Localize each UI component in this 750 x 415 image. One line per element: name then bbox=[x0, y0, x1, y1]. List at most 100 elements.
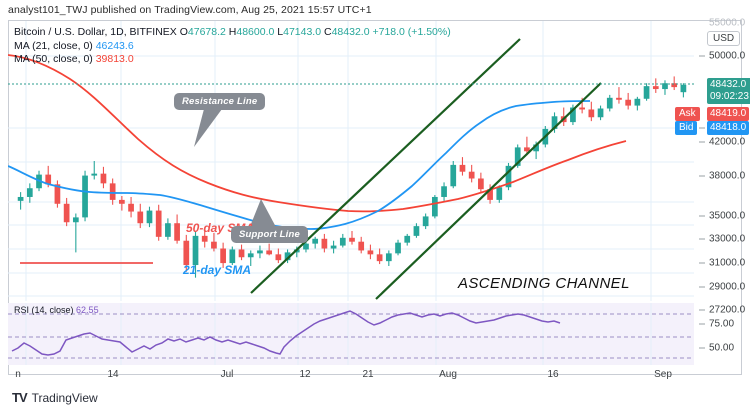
last-price-time: 09:02:23 bbox=[710, 91, 749, 102]
candle-body bbox=[588, 109, 595, 118]
time-tick-14: 14 bbox=[107, 369, 119, 380]
chart-legend: Bitcoin / U.S. Dollar, 1D, BITFINEX O476… bbox=[14, 26, 451, 67]
ma21-line bbox=[8, 100, 591, 230]
candlestick-series bbox=[17, 76, 687, 278]
price-tick-35000: 35000.0 bbox=[709, 210, 746, 222]
candle-body bbox=[54, 184, 61, 204]
candle-body bbox=[404, 235, 411, 243]
candle-body bbox=[671, 83, 678, 88]
byline: analyst101_TWJ published on TradingView.… bbox=[8, 4, 372, 16]
candle-body bbox=[459, 164, 466, 172]
candle-body bbox=[662, 83, 668, 90]
ascending-channel-label: ASCENDING CHANNEL bbox=[458, 275, 630, 292]
ma21-legend-label[interactable]: MA (21, close, 0) bbox=[14, 39, 93, 52]
price-tick-top-clipped: 55000.0 bbox=[709, 17, 746, 29]
candle-body bbox=[312, 238, 319, 244]
ma50-legend-label[interactable]: MA (50, close, 0) bbox=[14, 53, 93, 65]
candle-body bbox=[165, 223, 171, 237]
tradingview-brand-text: TradingView bbox=[31, 390, 98, 405]
candle-body bbox=[229, 249, 236, 264]
candle-body bbox=[625, 99, 632, 106]
legend-symbol[interactable]: Bitcoin / U.S. Dollar, 1D, BITFINEX bbox=[14, 26, 177, 38]
sma21-label: 21-day SMA bbox=[183, 263, 252, 277]
candle-body bbox=[514, 147, 521, 166]
candle-body bbox=[257, 250, 263, 254]
legend-row-symbol: Bitcoin / U.S. Dollar, 1D, BITFINEX O476… bbox=[14, 26, 451, 40]
legend-close-value: 48432.0 bbox=[331, 26, 370, 38]
candle-body bbox=[82, 175, 88, 218]
tradingview-logo-icon: TV bbox=[12, 390, 28, 405]
candle-body bbox=[91, 173, 98, 176]
candle-body bbox=[330, 245, 337, 249]
candle-body bbox=[385, 253, 392, 262]
price-tick-38000: 38000.0 bbox=[709, 170, 746, 182]
candle-body bbox=[266, 250, 273, 255]
rsi-legend: RSI (14, close) 62.55 bbox=[14, 305, 99, 315]
time-tick-aug: Aug bbox=[439, 369, 457, 380]
price-axis[interactable]: 55000.0 USD 50000.0 48432.0 09:02:23 Ask… bbox=[675, 17, 750, 365]
candle-body bbox=[100, 173, 107, 184]
candle-body bbox=[579, 107, 585, 110]
candle-body bbox=[358, 241, 365, 251]
candle-body bbox=[570, 107, 576, 123]
time-tick-jun: n bbox=[15, 369, 21, 380]
candle-body bbox=[284, 252, 291, 261]
axis-tick bbox=[699, 55, 705, 57]
candle-body bbox=[275, 254, 282, 261]
candle-body bbox=[155, 210, 162, 237]
candle-body bbox=[128, 203, 134, 212]
candle-body bbox=[450, 164, 457, 187]
price-tick-27200: 27200.0 bbox=[709, 304, 746, 316]
axis-tick bbox=[699, 286, 705, 288]
candle-body bbox=[26, 188, 33, 197]
price-tick-29000: 29000.0 bbox=[709, 281, 746, 293]
price-tick-33000: 33000.0 bbox=[709, 233, 746, 245]
candle-body bbox=[505, 165, 512, 188]
tradingview-footer[interactable]: TV TradingView bbox=[12, 390, 98, 405]
candle-body bbox=[63, 203, 70, 223]
vertical-gridlines bbox=[25, 21, 652, 301]
candle-body bbox=[109, 183, 116, 200]
candle-body bbox=[17, 196, 24, 201]
rsi-plot[interactable]: RSI (14, close) 62.55 bbox=[8, 303, 694, 365]
time-tick-21: 21 bbox=[362, 369, 374, 380]
time-axis[interactable]: n 14 Jul 12 21 Aug 16 Sep bbox=[8, 366, 694, 388]
resistance-line-callout: Resistance Line bbox=[174, 93, 266, 110]
currency-badge[interactable]: USD bbox=[707, 31, 741, 46]
candle-body bbox=[431, 196, 438, 217]
resistance-callout-pointer bbox=[194, 109, 222, 147]
candle-body bbox=[303, 243, 309, 250]
rsi-tick-75: 75.00 bbox=[709, 318, 735, 330]
legend-close-label: C bbox=[324, 26, 332, 38]
candle-body bbox=[597, 108, 604, 118]
time-tick-16: 16 bbox=[547, 369, 559, 380]
candle-body bbox=[551, 116, 558, 129]
support-trendline bbox=[375, 82, 602, 300]
bid-price-tag: 48418.0 bbox=[707, 121, 750, 135]
axis-tick bbox=[699, 215, 705, 217]
price-plot-svg bbox=[8, 21, 694, 301]
candle-body bbox=[643, 86, 650, 99]
axis-tick bbox=[699, 347, 705, 349]
candle-body bbox=[524, 147, 530, 152]
time-tick-jul: Jul bbox=[220, 369, 234, 380]
rsi-level-lines bbox=[8, 313, 694, 359]
legend-low-value: 47143.0 bbox=[283, 26, 322, 38]
candle-body bbox=[339, 237, 346, 246]
last-price-value: 48432.0 bbox=[710, 79, 747, 90]
candle-body bbox=[220, 248, 226, 264]
candle-body bbox=[376, 254, 383, 262]
candle-body bbox=[238, 249, 245, 258]
ma50-line bbox=[8, 54, 627, 213]
candle-body bbox=[680, 84, 687, 93]
rsi-legend-value: 62.55 bbox=[76, 305, 99, 315]
price-plot[interactable]: Resistance Line Support Line 50-day SMA … bbox=[8, 21, 694, 301]
candle-body bbox=[45, 174, 52, 185]
candle-body bbox=[478, 178, 484, 190]
axis-tick bbox=[699, 309, 705, 311]
legend-low-label: L bbox=[277, 26, 284, 38]
bid-label: Bid bbox=[675, 121, 698, 135]
rsi-vertical-gridlines bbox=[25, 303, 652, 365]
ask-price-tag: 48419.0 bbox=[707, 107, 750, 121]
axis-tick bbox=[699, 262, 705, 264]
